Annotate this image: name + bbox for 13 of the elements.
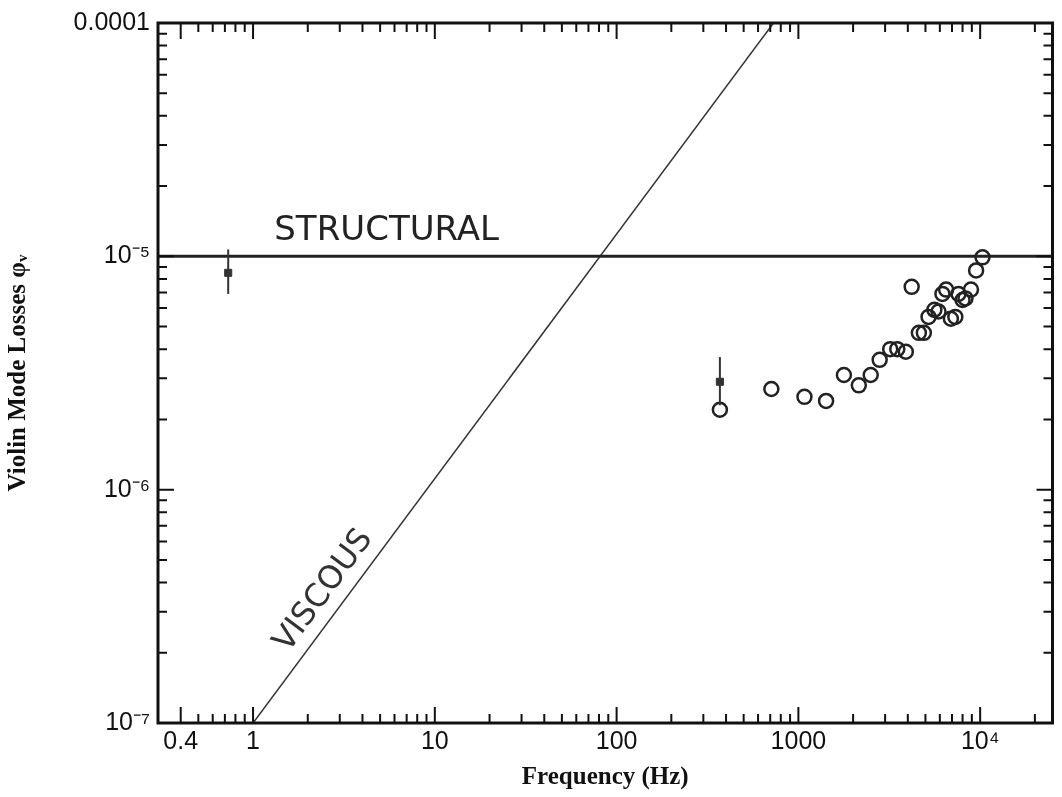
ref-line-label: STRUCTURAL [274,208,500,249]
x-tick-label: 1 [246,725,260,754]
x-tick-label: 1000 [770,725,827,754]
x-tick-label: 0.4 [163,725,199,754]
y-tick-label: 10⁻⁷ [105,706,150,735]
y-axis-title: Violin Mode Losses φᵥ [3,254,31,492]
y-tick-label: 10⁻⁵ [103,240,150,269]
x-tick-label: 10⁴ [960,725,1000,754]
y-tick-label: 10⁻⁶ [103,473,150,502]
x-axis-title: Frequency (Hz) [521,762,689,791]
x-tick-label: 100 [595,725,638,754]
y-tick-label: 0.0001 [73,6,150,35]
x-tick-label: 10 [420,725,449,754]
